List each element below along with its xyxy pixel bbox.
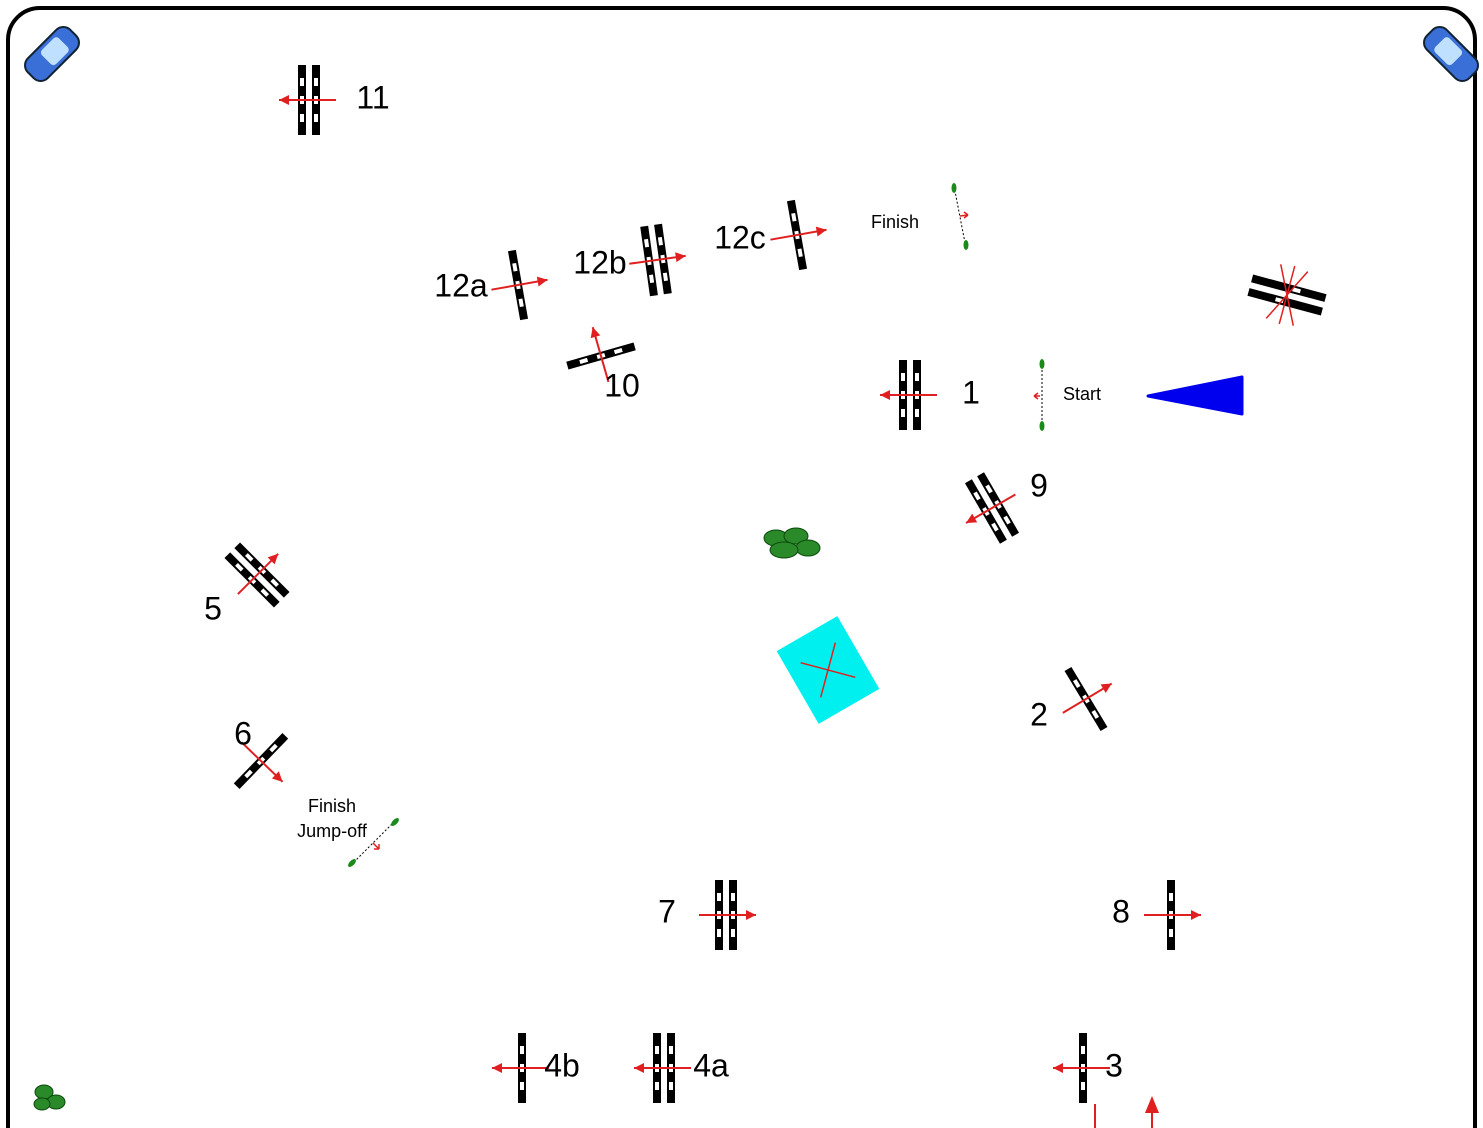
start-label: Start [1063, 384, 1101, 404]
fence-number: 7 [658, 893, 676, 929]
fence [629, 223, 686, 297]
fence [964, 472, 1020, 544]
arena-border [6, 6, 1477, 1128]
fence [233, 733, 289, 789]
finish-jumpoff-label: Finish [308, 796, 356, 816]
fence [566, 326, 636, 383]
fence [699, 880, 756, 950]
fence-number: 8 [1112, 893, 1130, 929]
fence-number: 3 [1105, 1047, 1123, 1083]
start-line [1033, 359, 1045, 431]
fence [224, 542, 290, 608]
entrance-marker [1146, 375, 1244, 416]
fence-number: 4b [544, 1047, 580, 1083]
entry-arrow [1145, 1096, 1159, 1128]
fence-number: 10 [604, 367, 640, 403]
fence [770, 199, 827, 271]
fence-number: 1 [962, 374, 980, 410]
fence-number: 11 [356, 79, 389, 115]
water-obstacle [776, 616, 880, 724]
car-icon [24, 26, 80, 82]
fence-number: 2 [1030, 696, 1048, 732]
bush [763, 527, 821, 559]
finish-label: Finish [871, 212, 919, 232]
bush [33, 1084, 66, 1111]
car-icon [1423, 26, 1479, 82]
fence [880, 360, 937, 430]
fence [492, 1033, 549, 1103]
fence [1062, 666, 1113, 732]
finish-jumpoff-line [348, 818, 399, 867]
fence [1144, 880, 1201, 950]
fence-number: 9 [1030, 467, 1048, 503]
fence-number: 12a [434, 267, 488, 303]
fence [1053, 1033, 1110, 1103]
finish-line [951, 183, 969, 250]
finish-jumpoff-label: Jump-off [297, 821, 368, 841]
fence-number: 6 [234, 715, 252, 751]
fence [634, 1033, 691, 1103]
fence [279, 65, 336, 135]
fence-number: 12b [573, 244, 626, 280]
fence-number: 5 [204, 590, 222, 626]
fence-number: 4a [693, 1047, 729, 1083]
fence-number: 12c [714, 219, 766, 255]
unused-fence [1247, 264, 1327, 326]
fence [491, 249, 548, 321]
